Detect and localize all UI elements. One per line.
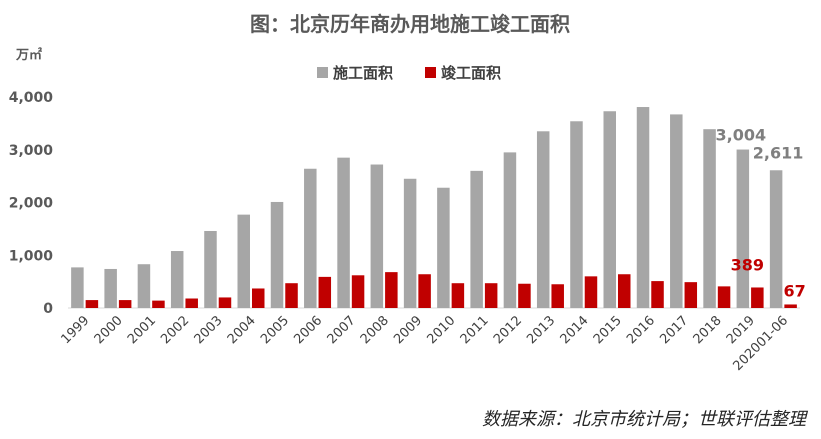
x-tick-label: 2006 (291, 313, 325, 347)
x-tick-label: 2009 (391, 313, 425, 347)
y-tick-label: 4,000 (9, 90, 54, 106)
bar-completion-area (618, 274, 631, 308)
bar-construction-area (636, 107, 650, 309)
y-tick-label: 1,000 (9, 248, 54, 264)
bar-completion-area (551, 284, 564, 308)
bar-construction-area (437, 187, 450, 308)
legend-swatch-completion (425, 67, 436, 78)
y-axis: 0 1,000 2,000 3,000 4,000 (9, 90, 54, 317)
bar-completion-area (717, 286, 731, 308)
bar-completion-area (684, 282, 698, 308)
bar-construction-area (570, 121, 583, 308)
bar-construction-area (204, 230, 217, 308)
bar-construction-area (603, 111, 616, 309)
bar-construction-area (337, 157, 350, 308)
bar-construction-area (304, 168, 317, 308)
bar-construction-area (71, 267, 84, 308)
bar-construction-area (237, 214, 250, 308)
x-axis: 1999 2000 2001 2002 2003 2004 2005 2006 2007 2008… (58, 313, 791, 374)
x-tick-label: 1999 (58, 313, 92, 347)
bar-completion-area (518, 283, 531, 308)
bar-completion-area (318, 276, 332, 308)
x-tick-label: 2015 (591, 313, 625, 347)
bar-completion-area (784, 304, 797, 308)
bar-completion-area (118, 300, 132, 308)
x-tick-label: 2013 (524, 313, 558, 347)
x-tick-label: 2018 (691, 313, 725, 347)
bar-completion-area (285, 283, 298, 308)
bar-completion-area (218, 297, 232, 308)
legend-label-completion: 竣工面积 (441, 64, 501, 82)
bar-construction-area (403, 178, 417, 308)
bar-completion-area (385, 272, 398, 308)
chart-title: 图：北京历年商办用地施工竣工面积 (250, 12, 570, 36)
y-axis-unit: 万㎡ (15, 47, 42, 63)
x-tick-label: 2014 (558, 313, 592, 347)
bar-completion-area (152, 300, 165, 308)
data-label: 67 (783, 281, 805, 300)
bar-completion-area (185, 298, 198, 308)
x-tick-label: 2003 (192, 313, 226, 347)
bar-construction-area (137, 264, 151, 308)
x-tick-label: 2010 (424, 313, 458, 347)
bar-construction-area (270, 201, 284, 308)
bar-construction-area (104, 268, 117, 308)
data-label: 389 (731, 255, 764, 274)
bar-construction-area (769, 170, 783, 308)
legend-swatch-construction (317, 67, 328, 78)
bar-construction-area (503, 152, 517, 308)
bar-construction-area (536, 131, 550, 308)
bar-completion-area (651, 281, 664, 308)
bar-construction-area (736, 149, 750, 308)
x-tick-label: 2001 (125, 313, 159, 347)
legend-label-construction: 施工面积 (333, 64, 393, 82)
x-tick-label: 2000 (92, 313, 126, 347)
y-tick-label: 0 (43, 301, 53, 317)
y-tick-label: 3,000 (9, 143, 54, 159)
bar-construction-area (370, 164, 384, 308)
bar-construction-area (703, 129, 716, 308)
data-label: 3,004 (716, 126, 767, 145)
bar-construction-area (470, 170, 483, 308)
bar-completion-area (85, 300, 99, 308)
y-tick-label: 2,000 (9, 196, 54, 212)
bar-completion-area (584, 276, 598, 308)
x-tick-label: 2011 (458, 313, 492, 347)
x-tick-label: 2016 (624, 313, 658, 347)
x-tick-label: 2012 (491, 313, 525, 347)
bar-completion-area (351, 275, 365, 308)
source-note: 数据来源：北京市统计局；世联评估整理 (482, 409, 809, 430)
bar-construction-area (670, 114, 683, 308)
bar-completion-area (751, 287, 764, 308)
data-label: 2,611 (753, 143, 804, 162)
x-tick-label: 2017 (657, 313, 691, 347)
x-tick-label: 2005 (258, 313, 292, 347)
x-tick-label: 2008 (358, 313, 392, 347)
x-tick-label: 2007 (325, 313, 359, 347)
x-tick-label: 2002 (158, 313, 192, 347)
bar-construction-area (170, 251, 184, 308)
bar-completion-area (451, 283, 465, 308)
legend: 施工面积 竣工面积 (317, 64, 501, 82)
bars (71, 107, 797, 309)
x-tick-label: 2004 (225, 313, 259, 347)
bar-completion-area (418, 274, 431, 308)
bar-completion-area (484, 283, 498, 308)
bar-completion-area (252, 288, 265, 308)
